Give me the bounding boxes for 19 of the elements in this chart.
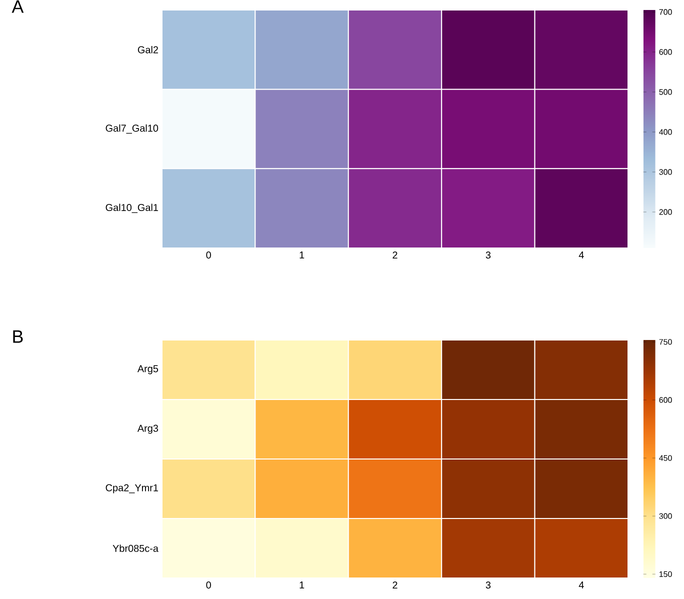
x-tick-label: 4	[578, 582, 584, 588]
x-tick-label: 2	[392, 582, 398, 588]
x-tick-label: 3	[486, 582, 491, 589]
y-tick-label: Arg5	[137, 365, 158, 374]
y-tick-label: Ybr085c-a	[112, 544, 158, 552]
x-tick-label: 1	[300, 252, 304, 258]
y-tick-label: Gal7_Gal10	[106, 124, 158, 134]
text: A	[12, 0, 24, 13]
x-tick-label: 2	[392, 252, 398, 258]
y-tick-label: Gal2	[138, 46, 158, 54]
x-tick-label: 1	[300, 582, 304, 588]
y-tick-label: Arg3	[137, 424, 158, 434]
x-tick-label: 3	[486, 252, 491, 259]
y-tick-label: Cpa2_Ymr1	[106, 484, 158, 494]
x-tick-label: 0	[206, 252, 211, 259]
text: B	[13, 330, 23, 343]
x-tick-label: 0	[206, 582, 211, 589]
y-tick-label: Gal10_Gal1	[106, 204, 158, 213]
x-tick-label: 4	[578, 252, 584, 258]
